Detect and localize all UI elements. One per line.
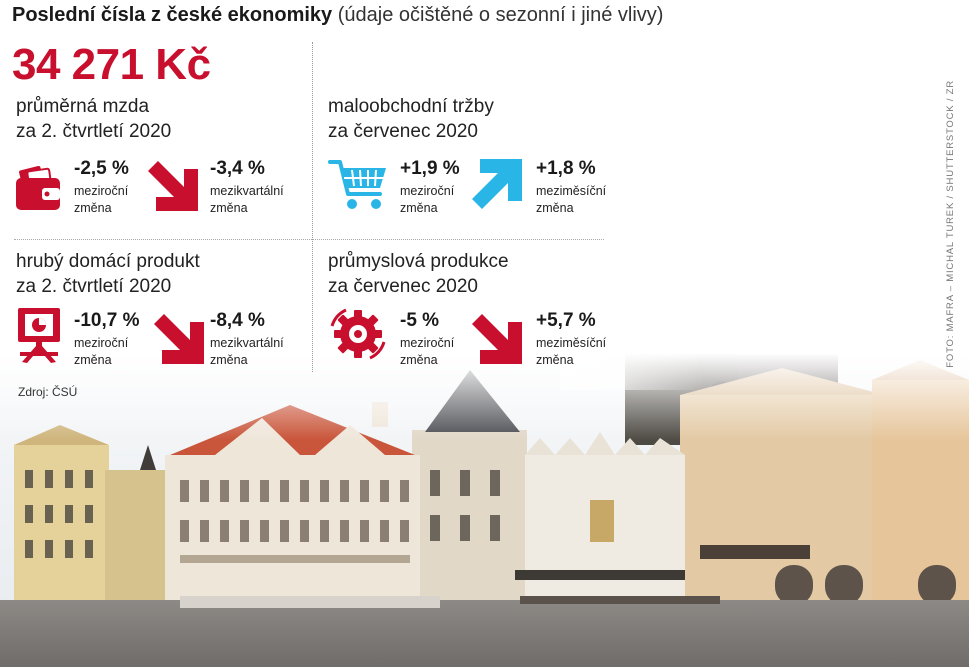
wage-title-line1: průměrná mzda (16, 96, 150, 117)
wage-yoy-label-line2: změna (74, 201, 112, 215)
industry-title: průmyslová produkce za červenec 2020 (328, 249, 509, 299)
industry-title-line1: průmyslová produkce (328, 251, 509, 272)
retail-title: maloobchodní tržby za červenec 2020 (328, 94, 494, 144)
retail-yoy-label-line1: meziroční (400, 184, 455, 198)
industry-mom-label: meziměsíční změna (536, 335, 656, 369)
up-arrow-icon (472, 159, 522, 209)
industry-mom-label-line2: změna (536, 353, 574, 367)
retail-yoy-value: +1,9 % (400, 158, 460, 179)
wage-yoy-label: meziroční změna (74, 183, 194, 217)
tyn-school-buildings (680, 360, 969, 605)
retail-mom-label-line1: meziměsíční (536, 184, 607, 198)
industry-yoy-label-line2: změna (400, 353, 438, 367)
industry-mom-value: +5,7 % (536, 310, 596, 331)
retail-mom-label-line2: změna (536, 201, 574, 215)
industry-title-line2: za červenec 2020 (328, 276, 478, 297)
vertical-divider (312, 42, 313, 372)
wage-yoy-value: -2,5 % (74, 158, 129, 179)
gears-icon (330, 308, 386, 360)
gdp-yoy-value: -10,7 % (74, 310, 140, 331)
shopping-cart-icon (328, 160, 386, 209)
industry-yoy-label: meziroční změna (400, 335, 520, 369)
retail-title-line1: maloobchodní tržby (328, 96, 494, 117)
gdp-yoy-label: meziroční změna (74, 335, 194, 369)
wallet-icon (16, 166, 60, 210)
wage-title: průměrná mzda za 2. čtvrtletí 2020 (16, 94, 171, 144)
gdp-yoy-label-line1: meziroční (74, 336, 129, 350)
headline: Poslední čísla z české ekonomiky (údaje … (12, 4, 663, 27)
photo-credit: FOTO: MAFRA – MICHAL TUREK / SHUTTERSTOC… (945, 80, 956, 368)
gdp-qoq-value: -8,4 % (210, 310, 265, 331)
square-pavement (0, 600, 969, 667)
wage-qoq-label-line2: změna (210, 201, 248, 215)
down-arrow-icon (148, 161, 198, 211)
gdp-title-line1: hrubý domácí produkt (16, 251, 200, 272)
gdp-qoq-label-line2: změna (210, 353, 248, 367)
retail-yoy-label-line2: změna (400, 201, 438, 215)
wage-qoq-label: mezikvartální změna (210, 183, 330, 217)
retail-mom-label: meziměsíční změna (536, 183, 656, 217)
white-gabled-house (515, 432, 685, 605)
gdp-qoq-label: mezikvartální změna (210, 335, 330, 369)
industry-yoy-label-line1: meziroční (400, 336, 455, 350)
headline-title: Poslední čísla z české ekonomiky (12, 4, 333, 26)
gdp-qoq-label-line1: mezikvartální (210, 336, 284, 350)
wage-qoq-value: -3,4 % (210, 158, 265, 179)
wage-title-line2: za 2. čtvrtletí 2020 (16, 121, 172, 142)
gdp-title: hrubý domácí produkt za 2. čtvrtletí 202… (16, 249, 200, 299)
average-wage-amount: 34 271 Kč (12, 40, 211, 89)
industry-yoy-value: -5 % (400, 310, 440, 331)
retail-mom-value: +1,8 % (536, 158, 596, 179)
down-arrow-icon (472, 314, 522, 364)
industry-mom-label-line1: meziměsíční (536, 336, 607, 350)
down-arrow-icon (154, 314, 204, 364)
easel-chart-icon (18, 308, 60, 363)
horizontal-divider (14, 239, 604, 240)
retail-title-line2: za červenec 2020 (328, 121, 478, 142)
retail-yoy-label: meziroční změna (400, 183, 520, 217)
wage-qoq-label-line1: mezikvartální (210, 184, 284, 198)
wage-yoy-label-line1: meziroční (74, 184, 129, 198)
source-note: Zdroj: ČSÚ (18, 385, 78, 399)
gdp-yoy-label-line2: změna (74, 353, 112, 367)
gdp-title-line2: za 2. čtvrtletí 2020 (16, 276, 172, 297)
headline-subtitle: (údaje očištěné o sezonní i jiné vlivy) (337, 4, 664, 26)
